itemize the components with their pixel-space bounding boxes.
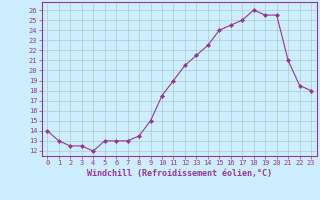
X-axis label: Windchill (Refroidissement éolien,°C): Windchill (Refroidissement éolien,°C)	[87, 169, 272, 178]
